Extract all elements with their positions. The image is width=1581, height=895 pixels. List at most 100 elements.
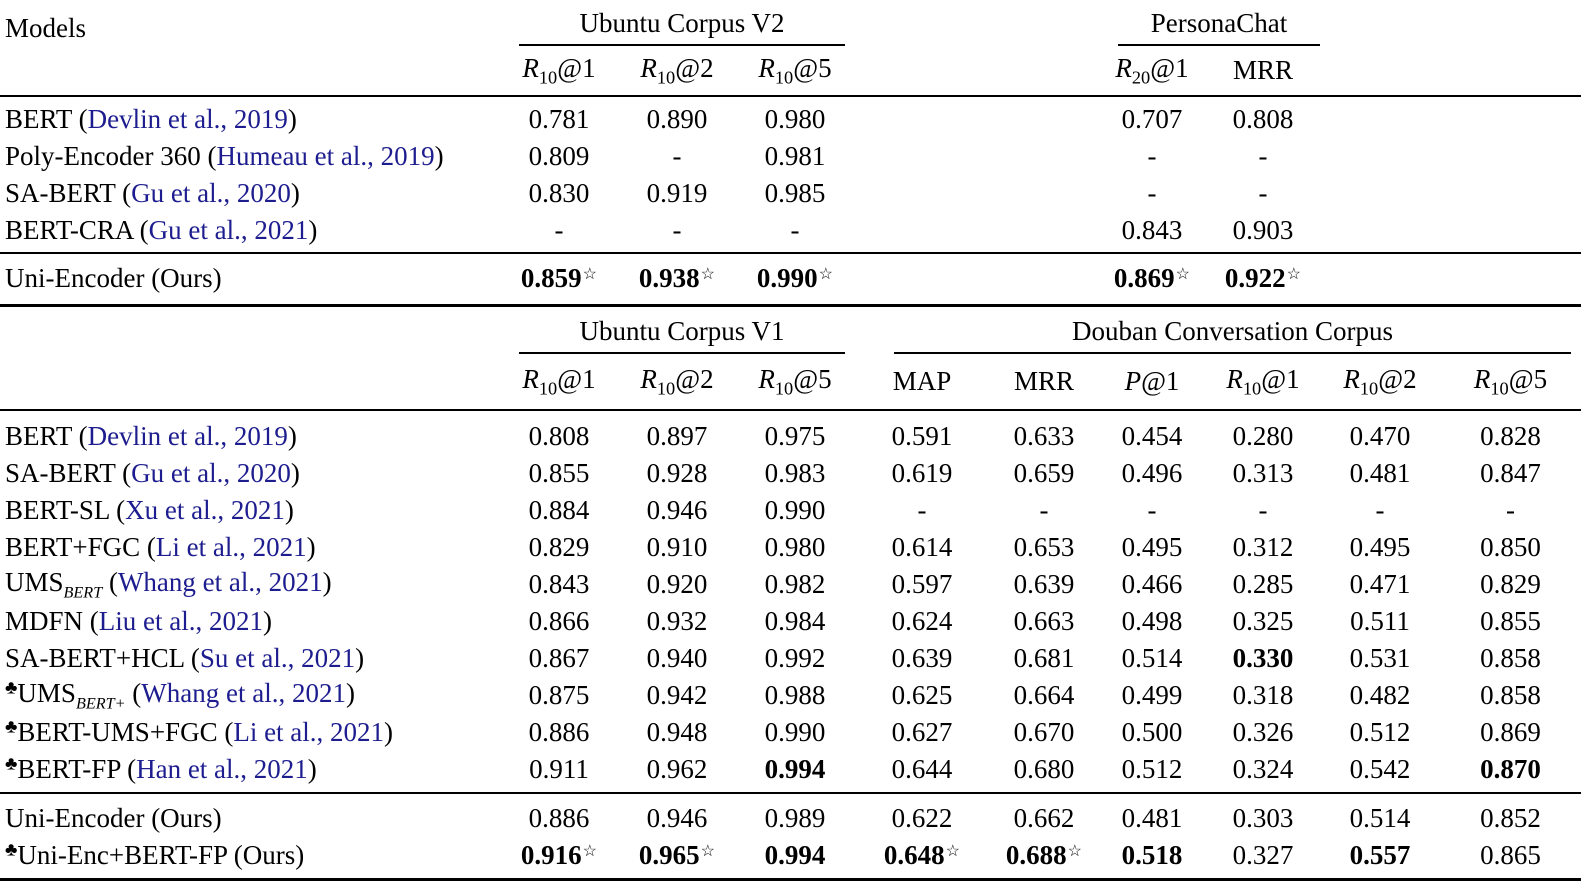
metric-value: 0.482	[1349, 680, 1411, 710]
midrule	[0, 252, 1581, 254]
citation-link[interactable]: Humeau et al., 2019	[216, 141, 435, 171]
metric-value: 0.688☆	[1005, 840, 1083, 870]
metric-header-row-top: R10@1 R10@2 R10@5 R20@1 MRR	[0, 46, 1581, 95]
citation-link[interactable]: Xu et al., 2021	[125, 495, 285, 525]
significance-star-icon: ☆	[1175, 264, 1191, 283]
metric-value: 0.454	[1121, 421, 1183, 451]
significance-star-icon: ☆	[945, 841, 961, 860]
metric-value: 0.633	[1013, 421, 1075, 451]
metric-value: 0.499	[1121, 680, 1183, 710]
metric-value: 0.922☆	[1224, 263, 1302, 293]
metric-value: 0.982	[764, 569, 826, 599]
citation-link[interactable]: Li et al., 2021	[155, 532, 307, 562]
metric-column-header: R10@1	[1226, 363, 1300, 399]
metric-value: 0.670	[1013, 717, 1075, 747]
metric-value: 0.965☆	[638, 840, 716, 870]
model-name-subscript: BERT	[63, 583, 103, 602]
models-column-header: Models	[5, 13, 86, 43]
citation-link[interactable]: Devlin et al., 2019	[87, 421, 288, 451]
metric-value: 0.470	[1349, 421, 1411, 451]
section-divider-rule	[0, 304, 1581, 307]
citation-link[interactable]: Gu et al., 2020	[131, 178, 291, 208]
header-rule	[0, 409, 1581, 411]
table-row: BERT-CRA (Gu et al., 2021) - - - 0.843 0.903	[0, 212, 1581, 249]
citation-link[interactable]: Devlin et al., 2019	[87, 104, 288, 134]
table-row-ours: Uni-Encoder (Ours) 0.886 0.946 0.989 0.622 0.…	[0, 800, 1581, 837]
metric-value: 0.303	[1232, 803, 1294, 833]
metric-value: 0.514	[1121, 643, 1183, 673]
citation-link[interactable]: Whang et al., 2021	[141, 677, 346, 708]
model-name: BERT (Devlin et al., 2019)	[5, 421, 297, 451]
metric-value: 0.858	[1480, 643, 1541, 673]
metric-value: 0.498	[1121, 606, 1183, 636]
metric-column-header: MAP	[892, 366, 952, 396]
citation-link[interactable]: Han et al., 2021	[136, 754, 308, 784]
group-label: Ubuntu Corpus V2	[579, 8, 785, 38]
baseline-rows-bottom: BERT (Devlin et al., 2019) 0.808 0.897 0.97…	[0, 411, 1581, 792]
metric-value: 0.988	[764, 680, 826, 710]
metric-value: 0.975	[764, 421, 826, 451]
group-header-row-bottom: Ubuntu Corpus V1 Douban Conversation Cor…	[0, 307, 1581, 354]
metric-value: 0.471	[1349, 569, 1411, 599]
metric-value: 0.625	[891, 680, 953, 710]
citation-link[interactable]: Gu et al., 2020	[131, 458, 291, 488]
metric-value: 0.531	[1349, 643, 1411, 673]
table-row: UMSBERT (Whang et al., 2021) 0.843 0.920 0.…	[0, 566, 1581, 603]
citation-link[interactable]: Liu et al., 2021	[98, 606, 263, 636]
model-name: ♣BERT-FP (Han et al., 2021)	[5, 753, 317, 784]
model-name: BERT+FGC (Li et al., 2021)	[5, 532, 316, 562]
metric-value: 0.681	[1013, 643, 1075, 673]
group-header-personachat: PersonaChat	[1118, 0, 1320, 46]
metric-value: 0.884	[528, 495, 590, 525]
model-name: SA-BERT (Gu et al., 2020)	[5, 458, 300, 488]
metric-value: 0.318	[1232, 680, 1294, 710]
significance-star-icon: ☆	[700, 264, 716, 283]
metric-value: 0.644	[891, 754, 953, 784]
header-rule	[0, 95, 1581, 97]
metric-value: 0.886	[528, 717, 590, 747]
metric-value: -	[1147, 495, 1157, 525]
metric-value: 0.808	[528, 421, 590, 451]
metric-column-header: R10@5	[758, 52, 832, 88]
metric-value: -	[790, 215, 800, 245]
model-name: Uni-Encoder (Ours)	[5, 263, 222, 293]
metric-value: 0.992	[764, 643, 826, 673]
metric-value: 0.911	[529, 754, 589, 784]
metric-value: 0.591	[891, 421, 953, 451]
citation-link[interactable]: Su et al., 2021	[199, 643, 356, 673]
citation-link[interactable]: Whang et al., 2021	[117, 566, 323, 597]
club-marker-icon: ♣	[5, 839, 18, 861]
citation-link[interactable]: Gu et al., 2021	[148, 215, 309, 245]
metric-value: 0.829	[528, 532, 590, 562]
model-name: Poly-Encoder 360 (Humeau et al., 2019)	[5, 141, 444, 171]
table-row: BERT+FGC (Li et al., 2021) 0.829 0.910 0.98…	[0, 529, 1581, 566]
metric-value: 0.859☆	[520, 263, 598, 293]
metric-value: 0.962	[646, 754, 708, 784]
metric-value: -	[1147, 141, 1157, 171]
citation-link[interactable]: Li et al., 2021	[233, 717, 385, 747]
metric-value: 0.511	[1350, 606, 1410, 636]
metric-value: 0.313	[1232, 458, 1294, 488]
metric-value: 0.809	[528, 141, 590, 171]
metric-value: 0.680	[1013, 754, 1075, 784]
metric-value: -	[1258, 141, 1268, 171]
metric-value: 0.847	[1480, 458, 1541, 488]
metric-value: 0.500	[1121, 717, 1183, 747]
metric-value: 0.928	[646, 458, 708, 488]
club-marker-icon: ♣	[5, 716, 18, 738]
metric-value: 0.940	[646, 643, 708, 673]
model-name: SA-BERT (Gu et al., 2020)	[5, 178, 300, 208]
metric-value: 0.326	[1232, 717, 1294, 747]
metric-value: 0.916☆	[520, 840, 598, 870]
metric-value: 0.994	[764, 754, 826, 784]
metric-value: -	[1039, 495, 1049, 525]
metric-value: 0.910	[646, 532, 708, 562]
midrule	[0, 792, 1581, 794]
metric-value: 0.946	[646, 495, 708, 525]
model-name: ♣UMSBERT+ (Whang et al., 2021)	[5, 677, 355, 713]
table-row: ♣UMSBERT+ (Whang et al., 2021) 0.875 0.942…	[0, 677, 1581, 714]
metric-value: -	[1375, 495, 1385, 525]
metric-value: 0.843	[528, 569, 590, 599]
metric-value: 0.843	[1121, 215, 1183, 245]
